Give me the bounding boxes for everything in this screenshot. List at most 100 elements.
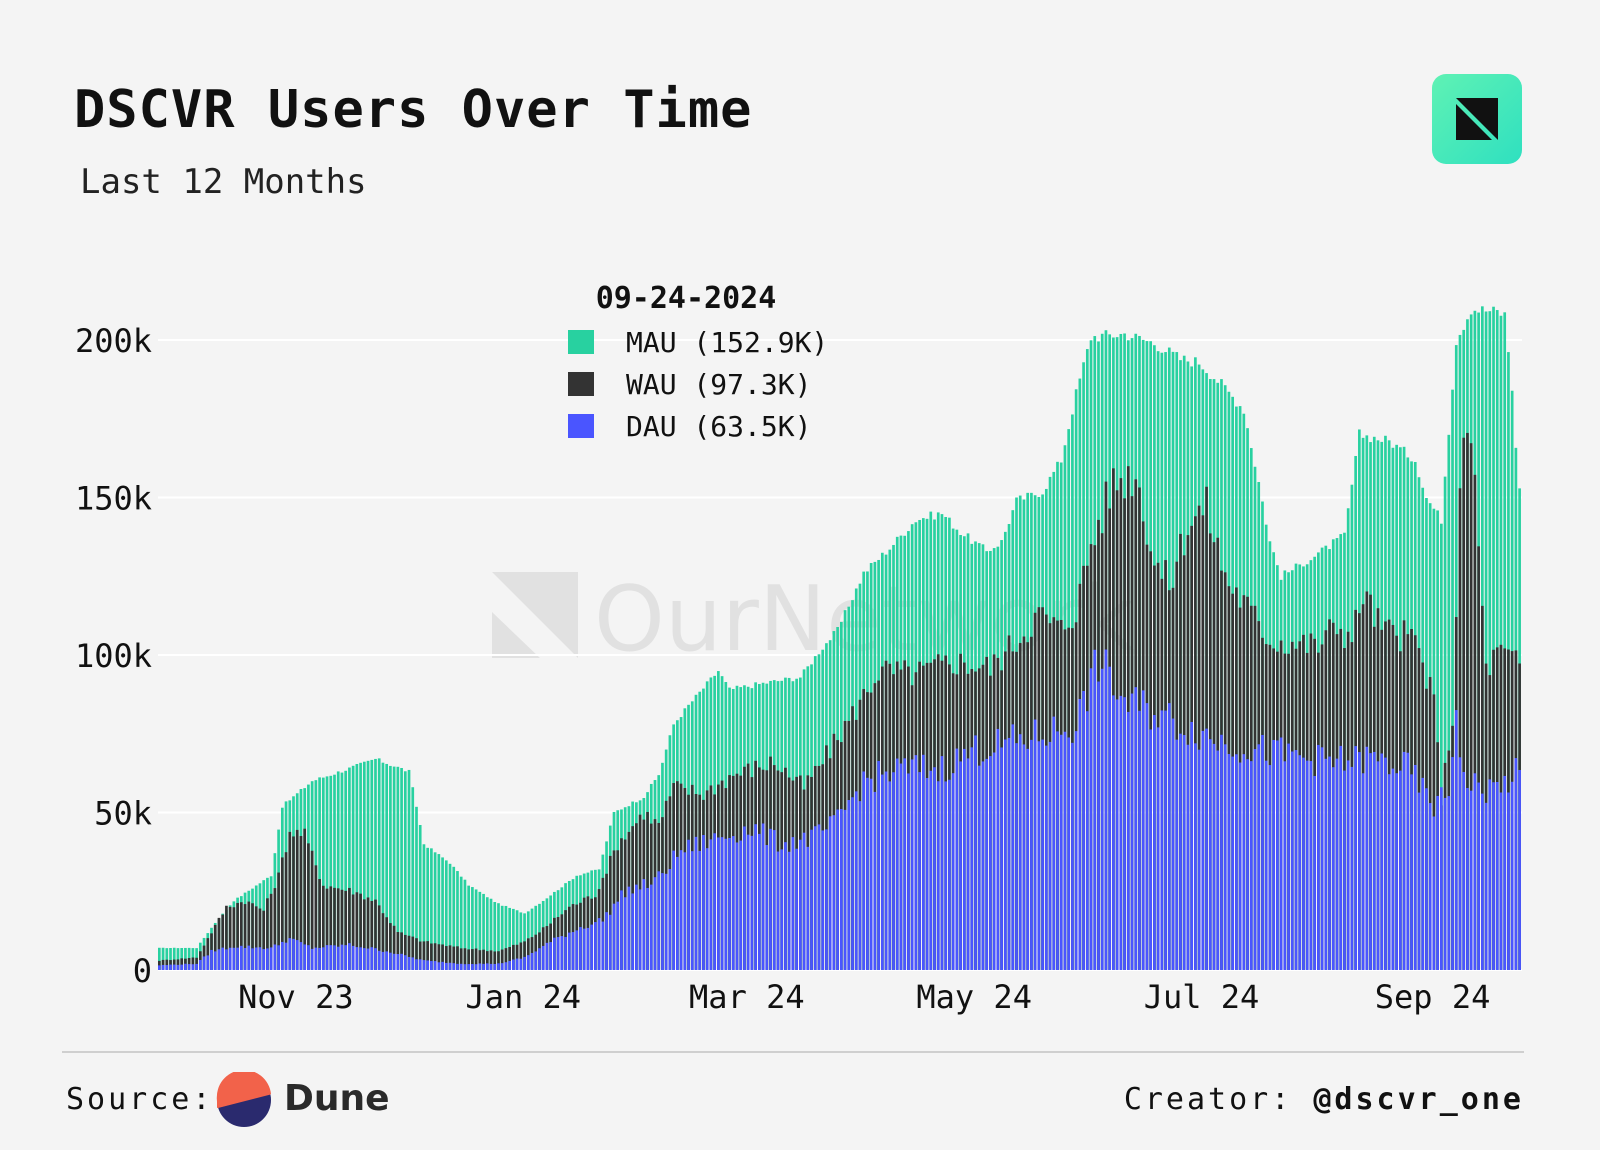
bar-mau [325,776,329,970]
bar-dau [1395,773,1398,970]
bar-dau [1339,745,1343,970]
bar-wau [515,944,519,970]
bar-dau [1354,746,1357,970]
x-tick-label: Sep 24 [1375,978,1491,1016]
bar-mau [1488,311,1492,970]
bar-dau [1160,710,1164,970]
bar-dau [992,752,996,970]
bar-dau [717,837,720,970]
bar-wau [1469,443,1473,970]
bar-dau [728,837,731,970]
bar-dau [959,761,962,970]
bar-dau [1126,711,1130,970]
bar-wau [258,908,262,970]
bar-mau [515,910,519,970]
bar-dau [612,903,616,970]
bar-dau [664,873,668,970]
bar-dau [944,781,948,970]
bar-dau [765,845,769,970]
bar-dau [225,949,228,970]
series-wau [158,432,1521,971]
bar-dau [512,959,515,970]
bar-dau [340,944,344,970]
bar-wau [344,890,348,970]
bar-dau [206,955,210,970]
bar-mau [482,893,485,970]
bar-dau [422,960,426,970]
bar-dau [1194,743,1197,970]
bar-dau [1033,719,1037,970]
bar-dau [854,791,858,970]
bar-dau [690,851,694,970]
bar-wau [381,913,385,970]
bar-wau [508,947,511,970]
bar-dau [169,964,172,970]
bar-wau [348,887,351,970]
bar-dau [1235,754,1238,970]
bar-wau [232,907,236,970]
bar-dau [1317,744,1320,970]
bar-wau [407,935,411,970]
bar-wau [307,843,310,970]
bar-dau [1015,743,1018,970]
bar-mau [497,903,500,970]
bar-dau [795,848,798,970]
bar-wau [325,888,329,970]
bar-wau [314,865,318,970]
bar-wau [452,946,456,970]
bar-dau [564,936,567,970]
bar-dau [1257,744,1261,970]
bar-mau [467,885,470,970]
bar-dau [351,945,355,970]
bar-dau [933,767,936,970]
bar-dau [1440,787,1443,970]
bar-dau [1406,752,1410,970]
bar-wau [206,938,210,970]
bar-wau [277,872,280,970]
bar-wau [195,957,198,970]
bar-mau [471,887,474,970]
bar-mau [444,860,448,970]
bar-mau [396,766,400,970]
bar-wau [467,949,470,970]
bar-dau [1171,718,1175,970]
bar-dau [1399,770,1402,970]
bar-wau [213,924,217,970]
bar-dau [1365,746,1369,970]
bar-dau [1030,739,1033,970]
bar-dau [880,774,884,970]
bar-mau [489,898,493,970]
bar-wau [512,944,515,970]
y-tick-label: 200k [75,322,152,360]
bar-wau [485,951,489,970]
bar-dau [1108,666,1112,970]
bar-dau [989,756,992,970]
bar-dau [489,963,493,970]
bar-mau [389,765,392,970]
legend-swatch-wau [568,372,594,396]
bar-dau [1358,752,1361,970]
bar-mau [478,891,482,970]
bar-dau [1290,751,1294,970]
bar-wau [444,946,448,970]
bar-mau [1499,315,1503,970]
bar-dau [672,850,675,970]
bar-dau [1186,744,1190,970]
bar-dau [1190,721,1193,970]
bar-dau [232,947,236,970]
bar-dau [590,924,593,970]
bar-dau [1510,781,1514,970]
bar-dau [504,962,508,970]
legend-swatch-dau [568,414,594,438]
bar-dau [1507,792,1510,970]
bar-dau [955,748,959,970]
bar-dau [1428,803,1432,970]
bar-dau [694,836,698,970]
bar-dau [1462,771,1466,970]
bar-dau [1253,749,1257,970]
chart-subtitle: Last 12 Months [80,162,367,202]
bar-mau [433,852,437,970]
bar-dau [1492,782,1495,970]
bar-dau [735,842,739,970]
bar-dau [1309,761,1313,970]
